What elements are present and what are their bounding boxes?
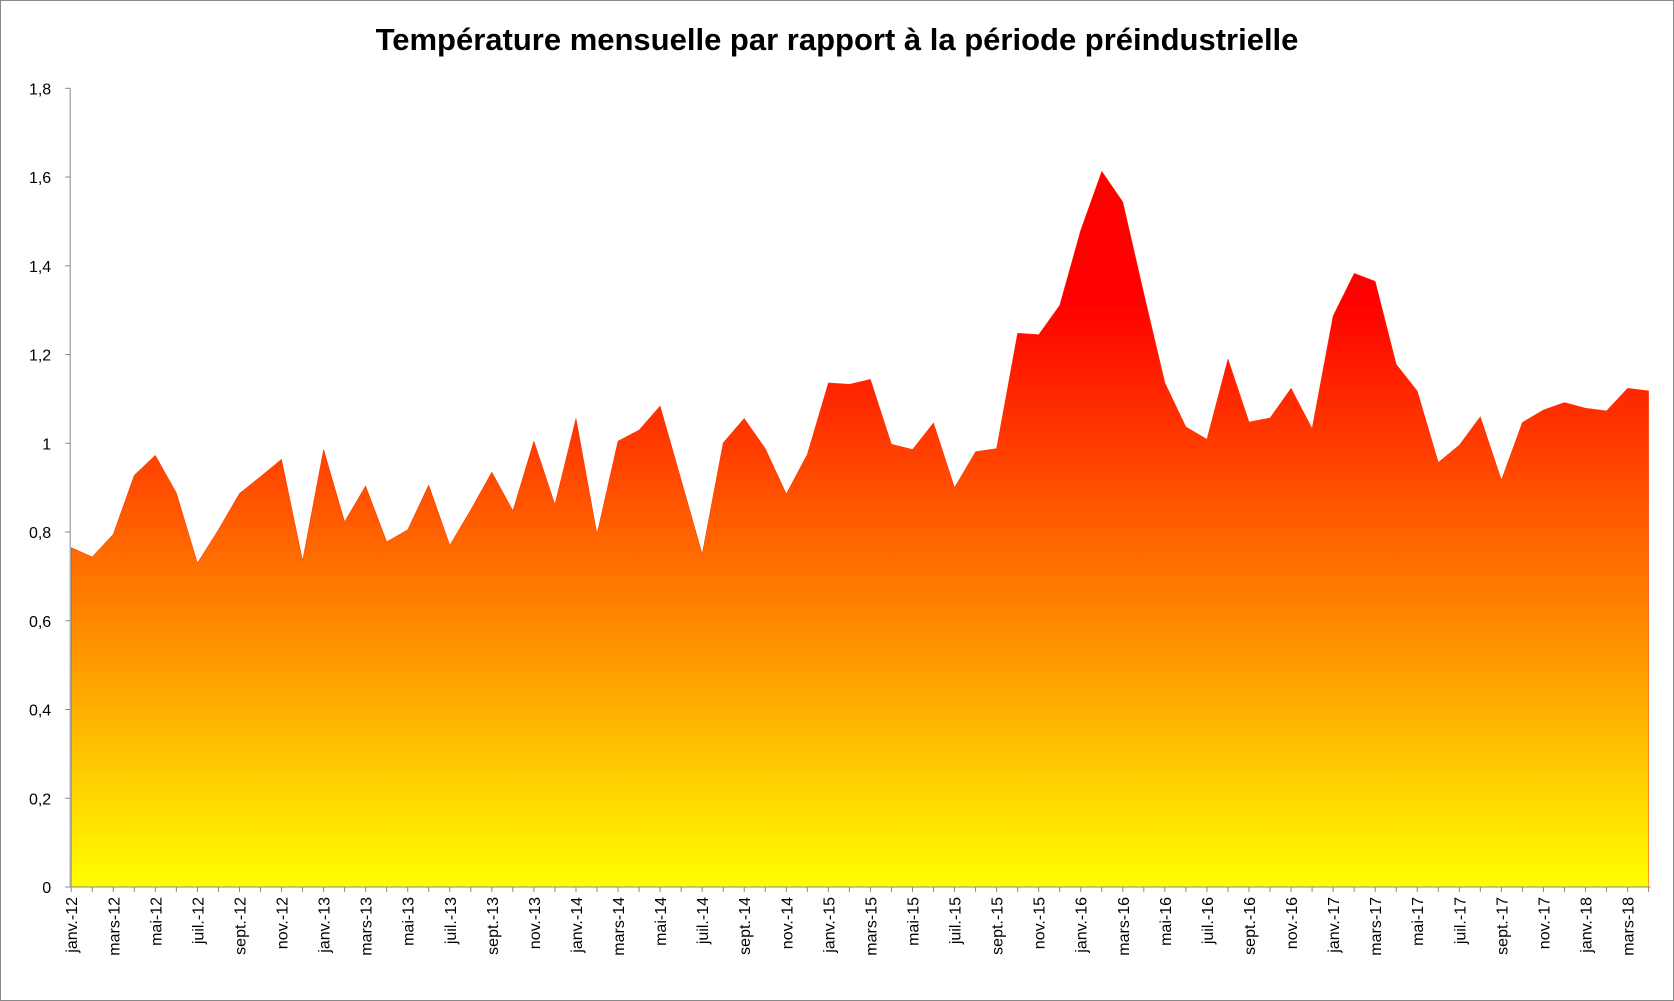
y-tick-label: 0 [42,880,51,897]
x-tick-label: nov.-13 [527,897,544,949]
x-tick-label: mars-14 [611,897,628,956]
x-tick-label: mars-15 [863,897,880,956]
x-tick-label: mai-17 [1410,897,1427,946]
x-tick-label: mai-13 [401,897,418,946]
y-tick-label: 1,4 [29,259,51,276]
x-tick-label: juil.-14 [695,897,712,945]
x-tick-label: mars-13 [359,897,376,956]
x-tick-label: janv.-16 [1074,897,1091,954]
y-tick-label: 0,6 [29,614,51,631]
x-tick-label: mars-12 [106,897,123,956]
x-tick-label: nov.-14 [779,897,796,949]
x-tick-label: sept.-16 [1242,897,1259,955]
x-tick-label: sept.-13 [485,897,502,955]
chart-title: Température mensuelle par rapport à la p… [375,22,1299,57]
x-tick-label: sept.-15 [990,897,1007,955]
x-tick-label: mars-18 [1621,897,1638,956]
x-tick-label: janv.-14 [569,897,586,954]
x-tick-label: juil.-16 [1200,897,1217,945]
x-tick-label: nov.-12 [275,897,292,949]
x-tick-label: mars-17 [1368,897,1385,956]
y-tick-label: 0,8 [29,525,51,542]
x-tick-label: mai-14 [653,897,670,946]
x-tick-label: nov.-15 [1032,897,1049,949]
y-tick-label: 1,2 [29,348,51,365]
x-tick-label: janv.-13 [317,897,334,954]
series-area [70,170,1649,888]
x-tick-label: juil.-15 [948,897,965,945]
x-tick-label: janv.-15 [821,897,838,954]
x-tick-label: sept.-17 [1494,897,1511,955]
x-tick-label: sept.-14 [737,897,754,955]
x-tick-label: sept.-12 [232,897,249,955]
x-tick-label: mars-16 [1116,897,1133,956]
x-tick-label: janv.-18 [1579,897,1596,954]
x-tick-label: juil.-13 [443,897,460,945]
y-tick-label: 1,8 [29,81,51,98]
x-tick-label: juil.-12 [190,897,207,945]
x-tick-label: mai-12 [148,897,165,946]
x-tick-label: nov.-17 [1536,897,1553,949]
x-tick-label: mai-15 [905,897,922,946]
y-tick-label: 1,6 [29,170,51,187]
x-tick-label: nov.-16 [1284,897,1301,949]
x-tick-label: janv.-12 [64,897,81,954]
x-tick-label: juil.-17 [1452,897,1469,945]
y-tick-label: 0,4 [29,703,51,720]
y-tick-label: 0,2 [29,791,51,808]
y-tick-label: 1 [42,436,51,453]
x-tick-label: mai-16 [1158,897,1175,946]
x-tick-label: janv.-17 [1326,897,1343,954]
